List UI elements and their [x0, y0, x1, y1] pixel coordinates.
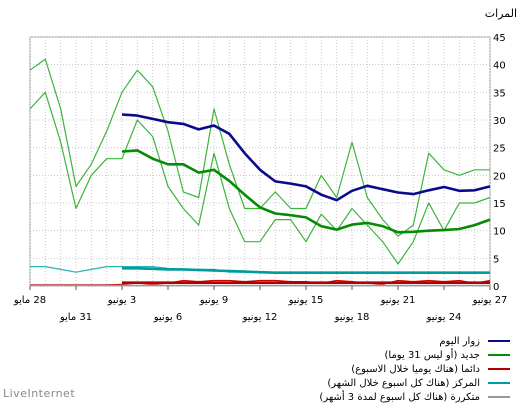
legend-label: زوار اليوم [439, 335, 480, 347]
legend-item: المركز (هناك كل اسبوع خلال الشهر) [180, 377, 510, 389]
legend: زوار اليوم جديد (أو ليس 31 يوما) دائما (… [180, 335, 510, 405]
y-tick-label: 30 [493, 116, 506, 127]
legend-item: جديد (أو ليس 31 يوما) [180, 349, 510, 361]
brand-logo-text: LiveInternet [3, 387, 76, 400]
legend-swatch [488, 340, 510, 342]
series-line [121, 149, 491, 234]
legend-swatch [488, 396, 510, 398]
x-tick-label: 3 يونيو [107, 295, 136, 306]
y-tick-label: 10 [493, 227, 506, 238]
legend-swatch [488, 354, 510, 356]
series-line [29, 91, 491, 265]
x-tick-label: 9 يونيو [199, 295, 228, 306]
y-tick-label: 40 [493, 61, 506, 72]
legend-label: متكررة (هناك كل اسبوع لمدة 3 أشهر) [319, 391, 480, 403]
legend-item: متكررة (هناك كل اسبوع لمدة 3 أشهر) [180, 391, 510, 403]
y-tick-label: 25 [493, 144, 506, 155]
y-tick-label: 35 [493, 88, 506, 99]
x-tick-label: 31 مايو [59, 312, 92, 323]
legend-label: جديد (أو ليس 31 يوما) [384, 349, 481, 361]
legend-swatch [488, 382, 510, 384]
legend-label: دائما (هناك يوميا خلال الاسبوع) [351, 363, 480, 375]
x-tick-label: 21 يونيو [380, 295, 416, 306]
series-line [121, 113, 491, 202]
chart-canvas: 0 5 10 15 20 25 30 35 40 45 المرات 27 يونيو 24 يونيو… [13, 7, 517, 323]
legend-item: زوار اليوم [180, 335, 510, 347]
y-tick-label: 0 [493, 282, 499, 293]
y-axis-title: المرات [485, 7, 517, 20]
y-tick-label: 45 [493, 33, 506, 44]
x-tick-label: 18 يونيو [334, 312, 370, 323]
x-tick-label: 24 يونيو [426, 312, 462, 323]
series-line [122, 266, 490, 275]
x-tick-label: 6 يونيو [153, 312, 182, 323]
plot-area [29, 36, 491, 287]
y-tick-label: 20 [493, 171, 506, 182]
x-tick-label: 27 يونيو [472, 295, 508, 306]
legend-label: المركز (هناك كل اسبوع خلال الشهر) [327, 377, 480, 389]
x-tick-label: 12 يونيو [242, 312, 278, 323]
legend-item: دائما (هناك يوميا خلال الاسبوع) [180, 363, 510, 375]
y-tick-label: 5 [493, 254, 499, 265]
x-tick-label: 15 يونيو [288, 295, 324, 306]
y-tick-label: 15 [493, 199, 506, 210]
x-tick-label: 28 مايو [13, 295, 46, 306]
legend-swatch [488, 368, 510, 370]
